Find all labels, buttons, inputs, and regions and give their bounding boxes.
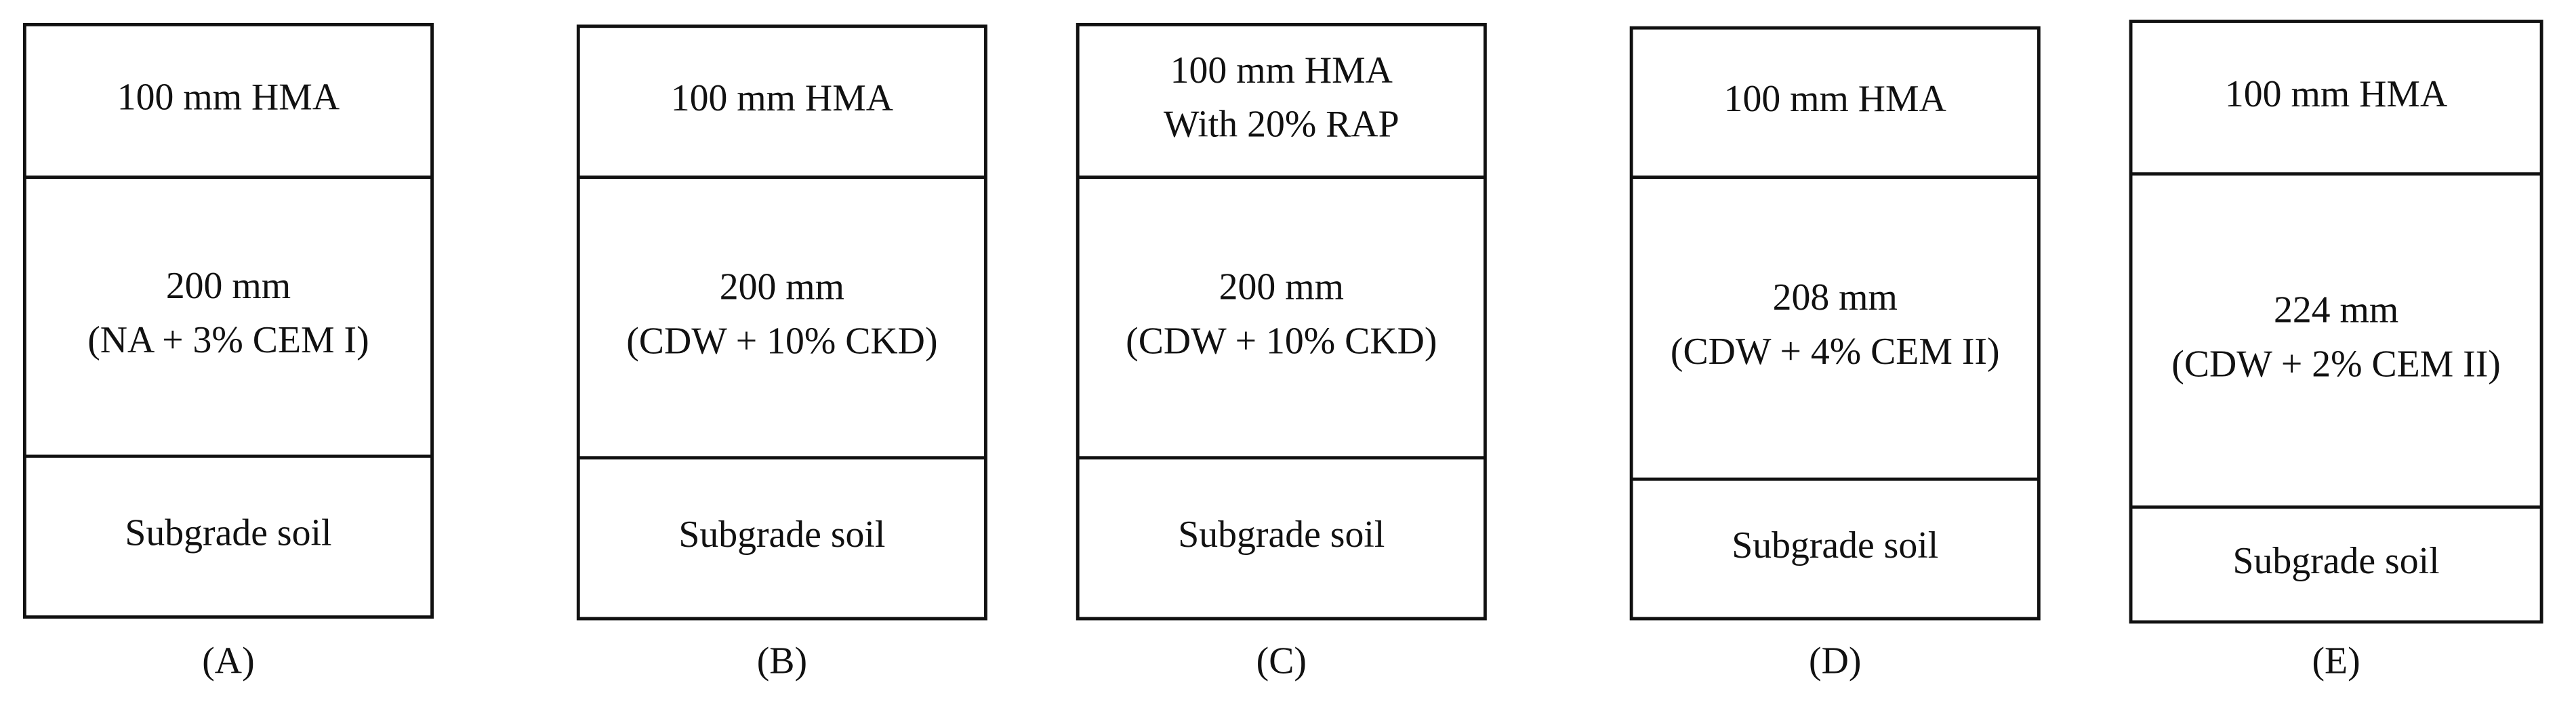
panel-label: (C) <box>1256 640 1307 682</box>
layer-label: 100 mm HMA <box>1724 78 1946 120</box>
layer-label: 100 mm HMA <box>117 77 340 119</box>
layer-label: Subgrade soil <box>125 512 331 554</box>
layer-label: Subgrade soil <box>1732 524 1938 566</box>
layer-label: (CDW + 4% CEM II) <box>1671 331 2000 373</box>
layer-label: 200 mm <box>720 266 844 308</box>
panel-label: (E) <box>2312 640 2360 682</box>
layer-label: (NA + 3% CEM I) <box>87 319 369 361</box>
layer-label: 100 mm HMA <box>2225 73 2447 115</box>
pavement-section <box>1076 22 1487 621</box>
pavement-section <box>2129 20 2543 624</box>
panel-label: (D) <box>1809 640 1861 682</box>
layer-label: 200 mm <box>166 265 291 307</box>
layer-label: 100 mm HMA <box>1170 49 1393 91</box>
layer-label: Subgrade soil <box>678 514 885 556</box>
pavement-section <box>576 24 987 621</box>
layer-label: 208 mm <box>1773 276 1898 318</box>
layer-label: Subgrade soil <box>1178 514 1385 556</box>
layer-label: With 20% RAP <box>1164 104 1399 146</box>
layer-label: (CDW + 10% CKD) <box>626 320 937 362</box>
panel-label: (B) <box>757 640 807 682</box>
pavement-section <box>22 22 434 619</box>
layer-label: 200 mm <box>1219 266 1344 308</box>
layer-label: Subgrade soil <box>2233 540 2440 582</box>
layer-label: 224 mm <box>2274 289 2398 331</box>
pavement-section <box>1629 26 2041 621</box>
layer-label: (CDW + 10% CKD) <box>1126 320 1437 362</box>
layer-label: (CDW + 2% CEM II) <box>2171 343 2501 385</box>
panel-label: (A) <box>202 640 254 682</box>
layer-label: 100 mm HMA <box>671 77 893 119</box>
